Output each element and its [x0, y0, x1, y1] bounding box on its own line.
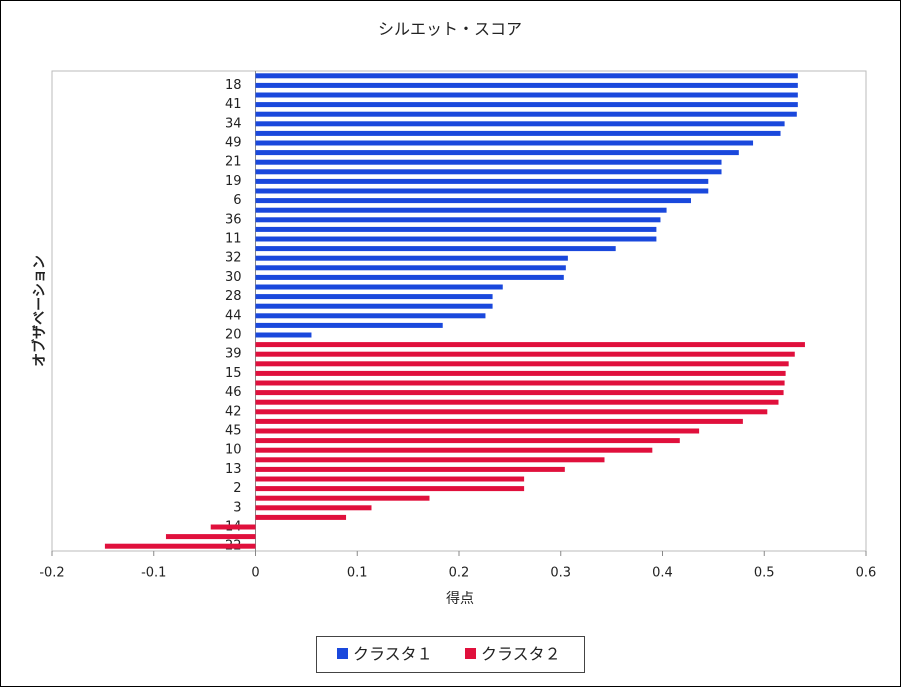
y-tick-label: 11 — [225, 232, 242, 247]
x-tick-label: 0.4 — [652, 566, 673, 581]
bar — [255, 438, 680, 444]
legend-swatch — [337, 648, 348, 659]
bar — [255, 390, 784, 396]
bar — [104, 543, 256, 549]
bar — [255, 361, 789, 367]
bar — [255, 102, 798, 108]
x-tick-label: -0.1 — [141, 566, 166, 581]
bar — [255, 303, 493, 309]
y-tick-label: 21 — [225, 155, 242, 170]
bar — [255, 188, 709, 194]
bar — [255, 418, 743, 424]
bar — [255, 505, 372, 511]
y-tick-label: 10 — [225, 443, 242, 458]
chart-title: シルエット・スコア — [378, 20, 522, 39]
y-tick-label: 32 — [225, 251, 242, 266]
y-tick-label: 6 — [233, 193, 241, 208]
y-tick-label: 45 — [225, 424, 242, 439]
y-axis-label: オブザベーション — [31, 255, 48, 367]
x-tick-label: 0 — [251, 566, 259, 581]
y-tick-label: 19 — [225, 174, 242, 189]
y-tick-label: 44 — [225, 308, 242, 323]
bar — [255, 399, 779, 405]
bar — [255, 130, 781, 136]
y-tick-label: 36 — [225, 212, 242, 227]
bar — [255, 150, 739, 156]
bar — [255, 351, 795, 357]
bar — [255, 332, 312, 338]
bar — [255, 457, 605, 463]
bar — [255, 495, 430, 501]
y-tick-label: 46 — [225, 385, 242, 400]
bar — [255, 178, 709, 184]
bar — [255, 284, 503, 290]
legend-box — [316, 636, 585, 673]
x-tick-label: 0.5 — [754, 566, 775, 581]
y-tick-label: 34 — [225, 116, 242, 131]
bar — [255, 476, 525, 482]
bar — [210, 524, 256, 530]
bar — [255, 121, 785, 127]
bar — [255, 169, 722, 175]
bar — [255, 207, 667, 213]
bar — [255, 447, 653, 453]
bar — [255, 514, 347, 520]
bar — [255, 409, 768, 415]
bar — [255, 265, 566, 271]
y-tick-label: 13 — [225, 462, 242, 477]
legend-swatch — [465, 648, 476, 659]
bar — [255, 274, 564, 280]
legend-label: クラスタ１ — [353, 645, 433, 664]
x-tick-label: 0.1 — [347, 566, 368, 581]
y-tick-label: 41 — [225, 97, 242, 112]
bar — [255, 159, 722, 165]
y-tick-label: 30 — [225, 270, 242, 285]
bar — [255, 198, 691, 204]
bar — [255, 466, 565, 472]
y-tick-label: 42 — [225, 404, 242, 419]
bar — [255, 370, 786, 376]
bar — [255, 342, 805, 348]
y-tick-label: 28 — [225, 289, 242, 304]
x-tick-label: 0.2 — [449, 566, 470, 581]
y-tick-label: 49 — [225, 136, 242, 151]
bar — [255, 82, 798, 88]
x-tick-label: 0.6 — [856, 566, 877, 581]
bar — [255, 255, 568, 261]
y-tick-label: 3 — [233, 500, 241, 515]
bar — [255, 217, 661, 223]
bar — [255, 428, 700, 434]
y-tick-label: 2 — [233, 481, 241, 496]
bar — [255, 380, 785, 386]
bar — [165, 534, 256, 540]
y-tick-label: 15 — [225, 366, 242, 381]
bar — [255, 73, 798, 79]
bar — [255, 313, 486, 319]
bar — [255, 111, 797, 117]
bar — [255, 294, 493, 300]
x-tick-label: 0.3 — [550, 566, 571, 581]
x-tick-label: -0.2 — [39, 566, 64, 581]
legend-label: クラスタ２ — [481, 645, 561, 664]
y-tick-label: 18 — [225, 78, 242, 93]
bar — [255, 236, 657, 242]
y-tick-label: 20 — [225, 328, 242, 343]
bar — [255, 322, 443, 328]
bar — [255, 92, 798, 98]
x-axis-label: 得点 — [446, 590, 474, 607]
bar — [255, 486, 525, 492]
bar — [255, 226, 657, 232]
bar — [255, 246, 616, 252]
y-tick-label: 39 — [225, 347, 242, 362]
bar — [255, 140, 754, 146]
